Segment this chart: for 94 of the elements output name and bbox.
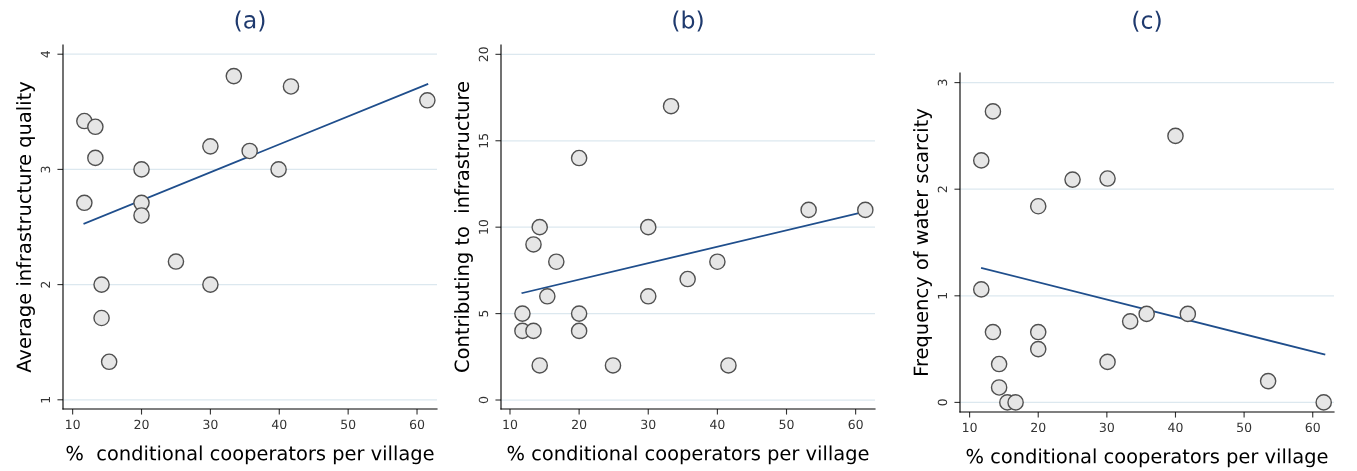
- point: [570, 149, 588, 167]
- y-axis-title: Average infrastructure quality: [16, 81, 35, 373]
- point: [679, 270, 696, 288]
- point: [639, 218, 657, 236]
- point: [857, 201, 874, 219]
- point: [539, 288, 556, 305]
- point: [548, 253, 565, 271]
- point: [570, 305, 588, 322]
- x-tick-label: 60: [1305, 422, 1320, 433]
- x-tick-label: 50: [779, 419, 794, 430]
- point: [1029, 340, 1047, 358]
- y-tick-label: 15: [478, 133, 489, 148]
- point: [525, 236, 542, 253]
- x-tick-label: 10: [66, 419, 80, 430]
- y-tick-label: 1: [40, 396, 50, 403]
- point: [984, 103, 1002, 120]
- point: [202, 138, 219, 155]
- point: [1064, 171, 1081, 188]
- chart-title: (a): [235, 10, 265, 32]
- y-axis-title: Contributing to infrastructure: [454, 82, 473, 372]
- y-tick-label: 3: [40, 166, 51, 173]
- point: [984, 323, 1002, 341]
- point: [419, 91, 436, 109]
- x-tick-label: 60: [409, 419, 425, 430]
- x-tick-label: 30: [641, 419, 656, 430]
- point: [270, 161, 287, 178]
- point: [1138, 305, 1155, 323]
- y-tick-label: 1: [937, 292, 947, 299]
- x-tick-label: 50: [1237, 422, 1252, 433]
- point: [639, 288, 657, 305]
- x-tick-label: 40: [271, 419, 287, 430]
- x-tick-label: 10: [963, 422, 977, 433]
- x-axis-title: % conditional cooperators per village: [66, 445, 434, 465]
- point: [662, 97, 680, 115]
- point: [1029, 197, 1047, 215]
- x-tick-label: 60: [848, 419, 863, 430]
- point: [604, 357, 622, 374]
- y-tick-label: 20: [478, 47, 489, 62]
- point: [1179, 305, 1197, 323]
- x-tick-label: 40: [1168, 422, 1183, 433]
- point: [1121, 313, 1139, 330]
- y-tick-label: 3: [937, 79, 948, 86]
- x-axis-title: % conditional cooperators per village: [507, 445, 869, 465]
- point: [133, 161, 150, 178]
- point: [531, 218, 549, 236]
- y-tick-label: 0: [937, 399, 948, 406]
- point: [1315, 394, 1333, 411]
- point: [282, 78, 300, 95]
- point: [972, 152, 990, 169]
- point: [93, 276, 110, 293]
- y-tick-label: 4: [40, 50, 50, 58]
- point: [1167, 127, 1184, 145]
- point: [225, 67, 243, 85]
- point: [1099, 170, 1116, 187]
- y-tick-label: 0: [478, 396, 489, 404]
- point: [93, 309, 110, 327]
- x-tick-label: 20: [1031, 422, 1046, 433]
- x-tick-label: 30: [203, 419, 218, 430]
- point: [990, 355, 1008, 373]
- point: [514, 305, 531, 322]
- x-tick-label: 20: [572, 419, 587, 430]
- y-tick-label: 2: [937, 186, 947, 193]
- point: [167, 253, 185, 270]
- point: [800, 201, 817, 219]
- chart-title: (c): [1133, 10, 1161, 32]
- chart-title: (b): [673, 10, 703, 32]
- point: [525, 322, 542, 340]
- x-tick-label: 10: [503, 419, 518, 430]
- point: [972, 281, 990, 298]
- point: [709, 253, 726, 271]
- point: [1259, 372, 1277, 390]
- x-tick-label: 40: [710, 419, 725, 430]
- y-tick-label: 2: [40, 281, 50, 288]
- y-tick-label: 10: [478, 220, 489, 234]
- point: [87, 149, 104, 167]
- x-tick-label: 30: [1099, 422, 1114, 433]
- point: [720, 357, 737, 374]
- point: [76, 194, 93, 212]
- point: [531, 357, 549, 374]
- x-tick-label: 50: [341, 419, 356, 430]
- point: [1099, 353, 1116, 371]
- point: [1007, 394, 1024, 411]
- point: [241, 142, 258, 160]
- point: [202, 276, 219, 293]
- x-axis-title: % conditional cooperators per village: [966, 448, 1328, 468]
- point: [570, 322, 588, 340]
- point: [87, 118, 104, 136]
- point: [133, 207, 150, 224]
- point: [990, 379, 1008, 396]
- y-axis-title: Frequency of water scarcity: [913, 108, 932, 375]
- point: [1029, 323, 1047, 341]
- x-tick-label: 20: [134, 419, 149, 430]
- y-tick-label: 5: [478, 310, 489, 317]
- point: [100, 353, 118, 371]
